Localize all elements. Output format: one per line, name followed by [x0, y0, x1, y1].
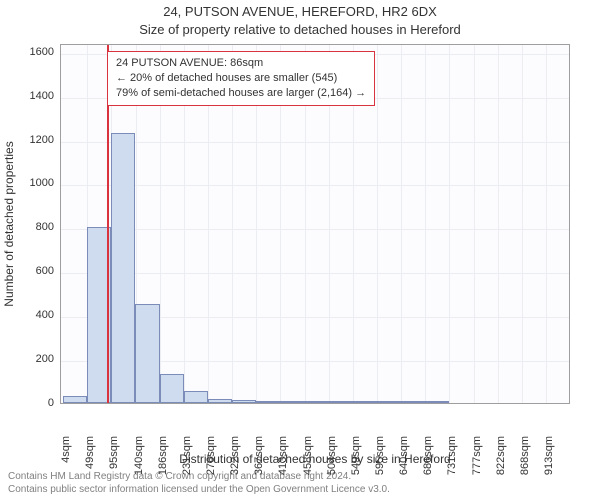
vgrid-line — [546, 45, 547, 403]
x-tick-label: 186sqm — [157, 436, 169, 484]
x-tick-label: 822sqm — [495, 436, 507, 484]
annotation-line3: 79% of semi-detached houses are larger (… — [116, 86, 366, 101]
x-tick-label: 777sqm — [471, 436, 483, 484]
x-tick-label: 913sqm — [543, 436, 555, 484]
x-tick-label: 458sqm — [302, 436, 314, 484]
annotation-line1: 24 PUTSON AVENUE: 86sqm — [116, 56, 366, 71]
y-tick-label: 600 — [0, 265, 54, 277]
y-tick-label: 400 — [0, 309, 54, 321]
histogram-bar — [425, 401, 449, 403]
histogram-bar — [280, 401, 304, 403]
x-tick-label: 367sqm — [253, 436, 265, 484]
histogram-bar — [377, 401, 401, 403]
x-tick-label: 4sqm — [60, 436, 72, 484]
histogram-bar — [401, 401, 425, 403]
hgrid-line — [61, 273, 569, 274]
chart-title-line1: 24, PUTSON AVENUE, HEREFORD, HR2 6DX — [0, 4, 600, 19]
histogram-bar — [304, 401, 328, 403]
vgrid-line — [474, 45, 475, 403]
histogram-bar — [353, 401, 377, 403]
hgrid-line — [61, 229, 569, 230]
annotation-line2: ← 20% of detached houses are smaller (54… — [116, 71, 366, 86]
hgrid-line — [61, 142, 569, 143]
x-tick-label: 640sqm — [398, 436, 410, 484]
histogram-bar — [160, 374, 184, 403]
vgrid-line — [449, 45, 450, 403]
vgrid-line — [498, 45, 499, 403]
x-tick-label: 140sqm — [133, 436, 145, 484]
chart-title-line2: Size of property relative to detached ho… — [0, 22, 600, 37]
x-tick-label: 231sqm — [181, 436, 193, 484]
histogram-bar — [111, 133, 135, 403]
histogram-bar — [256, 401, 280, 403]
y-tick-label: 1000 — [0, 177, 54, 189]
histogram-bar — [232, 400, 256, 403]
annotation-box: 24 PUTSON AVENUE: 86sqm ← 20% of detache… — [107, 51, 375, 106]
x-tick-label: 322sqm — [229, 436, 241, 484]
y-tick-label: 200 — [0, 353, 54, 365]
vgrid-line — [522, 45, 523, 403]
footer-line2: Contains public sector information licen… — [8, 484, 592, 497]
y-tick-label: 0 — [0, 397, 54, 409]
x-tick-label: 731sqm — [446, 436, 458, 484]
hgrid-line — [61, 185, 569, 186]
histogram-bar — [63, 396, 87, 403]
plot-area: 24 PUTSON AVENUE: 86sqm ← 20% of detache… — [60, 44, 570, 404]
x-tick-label: 686sqm — [422, 436, 434, 484]
y-tick-label: 1600 — [0, 46, 54, 58]
x-tick-label: 49sqm — [84, 436, 96, 484]
x-tick-label: 504sqm — [326, 436, 338, 484]
histogram-bar — [184, 391, 208, 403]
vgrid-line — [425, 45, 426, 403]
histogram-bar — [208, 399, 232, 403]
y-tick-label: 1400 — [0, 90, 54, 102]
x-tick-label: 276sqm — [205, 436, 217, 484]
x-tick-label: 413sqm — [277, 436, 289, 484]
vgrid-line — [401, 45, 402, 403]
x-tick-label: 868sqm — [519, 436, 531, 484]
y-tick-label: 800 — [0, 221, 54, 233]
histogram-bar — [329, 401, 353, 403]
vgrid-line — [377, 45, 378, 403]
x-tick-label: 595sqm — [374, 436, 386, 484]
x-tick-label: 95sqm — [108, 436, 120, 484]
y-tick-label: 1200 — [0, 134, 54, 146]
x-tick-label: 549sqm — [350, 436, 362, 484]
histogram-bar — [135, 304, 159, 403]
